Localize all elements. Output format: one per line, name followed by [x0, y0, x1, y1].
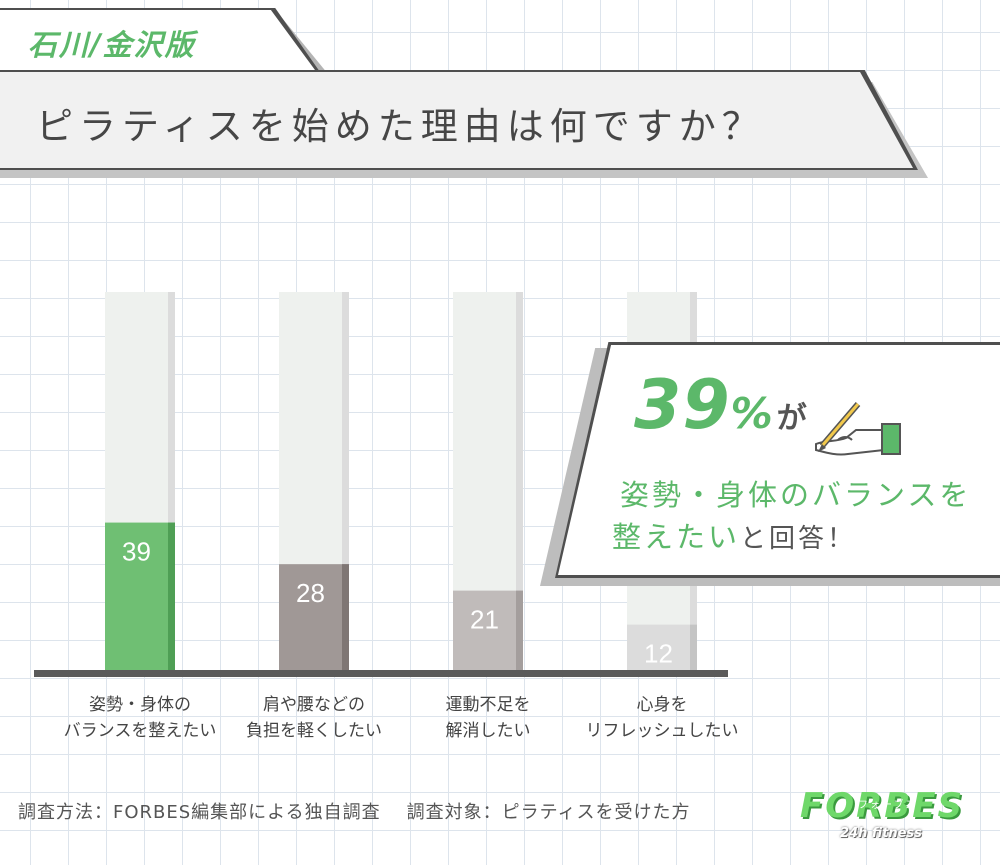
bar-track-shade — [516, 292, 523, 670]
callout-particle: が — [776, 401, 807, 436]
category-label: 負担を軽くしたい — [246, 721, 382, 741]
logo-kana: フォーブス — [858, 800, 918, 811]
region-tag-label: 石川/金沢版 — [28, 28, 196, 62]
region-tag — [0, 10, 315, 70]
page-title: ピラティスを始めた理由は何ですか？ — [36, 105, 765, 148]
survey-note: 調査方法：FORBES編集部による独自調査 調査対象：ピラティスを受けた方 — [18, 798, 691, 824]
category-label: 解消したい — [446, 721, 531, 741]
logo-wordmark: FORBES — [800, 786, 964, 826]
callout-text-main: 整えたい — [612, 520, 741, 554]
pencil-hand-icon — [815, 402, 901, 456]
data-label: 12 — [644, 639, 673, 669]
data-label: 21 — [470, 605, 499, 635]
bar-track-shade — [168, 292, 175, 670]
callout-text-line2: 整えたいと回答！ — [612, 514, 856, 556]
bar-shade — [342, 564, 349, 670]
callout-percent: % — [730, 389, 773, 438]
bar-shade — [516, 590, 523, 670]
bar-track-shade — [342, 292, 349, 670]
bar-shade — [690, 624, 697, 670]
data-label: 39 — [122, 537, 151, 567]
title-banner — [0, 72, 913, 168]
bar — [105, 522, 175, 670]
category-label: 心身を — [637, 695, 688, 715]
brand-logo: FORBES フォーブス 24h fitness — [800, 786, 965, 842]
callout-text-suffix: と回答！ — [740, 524, 857, 554]
x-axis-baseline — [34, 670, 728, 677]
callout-number: 39 — [634, 366, 731, 445]
bar — [279, 564, 349, 670]
category-label: バランスを整えたい — [64, 721, 217, 741]
bar — [453, 590, 523, 670]
survey-target: 調査対象：ピラティスを受けた方 — [406, 802, 691, 823]
callout-headline: 39% が — [634, 366, 807, 452]
survey-method: 調査方法：FORBES編集部による独自調査 — [18, 802, 381, 823]
bar — [627, 624, 697, 670]
data-label: 28 — [296, 578, 325, 608]
category-label: 姿勢・身体の — [89, 695, 191, 715]
logo-subtitle: 24h fitness — [840, 826, 922, 841]
category-label: 運動不足を — [446, 695, 531, 715]
category-label: リフレッシュしたい — [586, 721, 739, 741]
callout-box — [558, 345, 1000, 575]
callout-text-line1: 姿勢・身体のバランスを — [620, 478, 972, 512]
category-label: 肩や腰などの — [263, 695, 365, 715]
bar-shade — [168, 522, 175, 670]
